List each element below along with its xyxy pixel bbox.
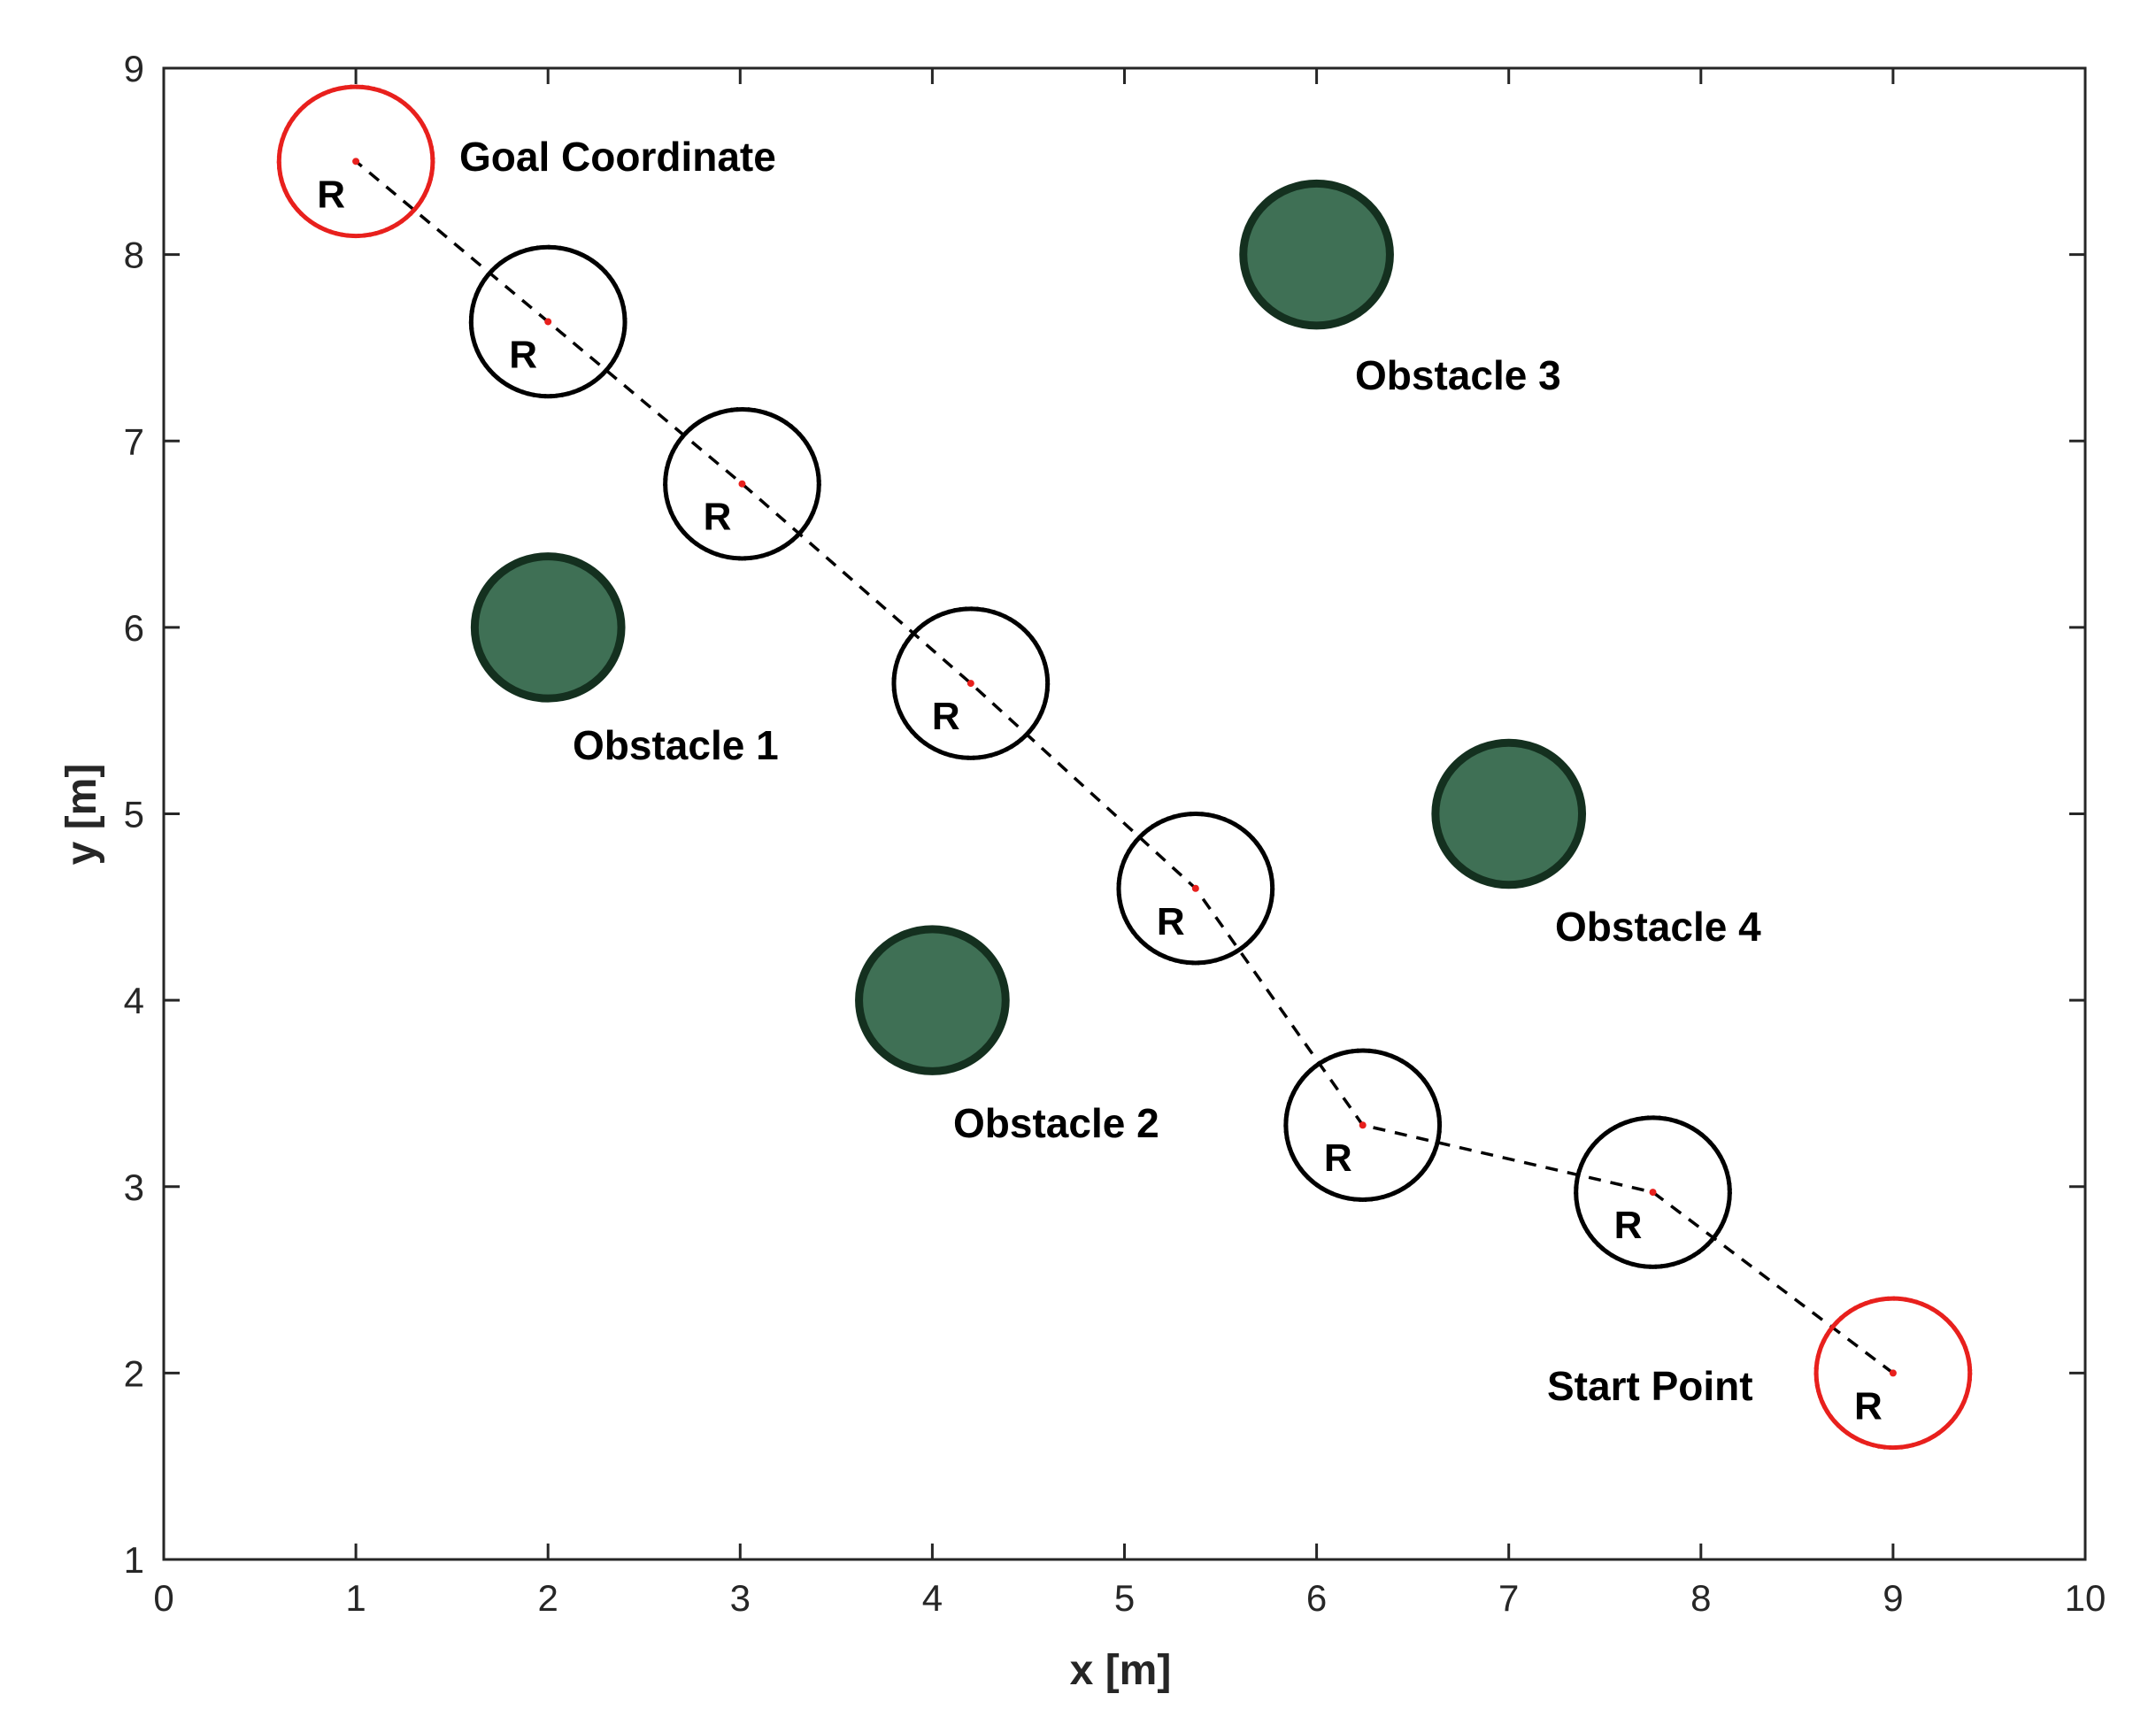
- obstacle-4: [1431, 738, 1587, 889]
- robot-ring-dots: [1116, 812, 1275, 966]
- annotation-labels-layer: Goal Coordinate Start Point Obstacle 1 O…: [459, 134, 1761, 1409]
- obstacle-1: [470, 552, 626, 703]
- robot-ring-dots: [1574, 1115, 1732, 1269]
- robot-ring-dots: [468, 244, 628, 399]
- obstacle-2: [855, 925, 1010, 1075]
- x-tick-label: 1: [345, 1577, 366, 1619]
- x-tick-label: 2: [538, 1577, 558, 1619]
- robot-label: R: [509, 333, 537, 376]
- obstacles-layer: [470, 179, 1587, 1075]
- robot-positions-layer: R R R R R R R R: [276, 84, 1973, 1451]
- planned-path-line: [354, 159, 1894, 1374]
- robot-label: R: [1157, 900, 1185, 943]
- robot-center-dot: [352, 158, 360, 166]
- robot-start-0: R: [1813, 1296, 1973, 1451]
- robot-ring-dots: [1283, 1048, 1443, 1202]
- start-annotation: Start Point: [1547, 1363, 1753, 1409]
- robot-ring-dots: [276, 84, 435, 239]
- x-tick-label: 5: [1114, 1577, 1135, 1619]
- robot-waypoint-1: R: [1574, 1115, 1732, 1269]
- robot-goal-7: R: [276, 84, 435, 239]
- x-tick-label: 3: [730, 1577, 751, 1619]
- robot-center-dot: [1191, 884, 1199, 892]
- robot-label: R: [704, 496, 732, 539]
- robot-waypoint-2: R: [1283, 1048, 1443, 1202]
- robot-label: R: [1324, 1136, 1352, 1180]
- robot-label: R: [1854, 1384, 1883, 1428]
- robot-center-dot: [544, 318, 552, 326]
- obstacle-1-label: Obstacle 1: [573, 722, 779, 768]
- x-tick-label: 8: [1690, 1577, 1711, 1619]
- robot-waypoint-4: R: [891, 606, 1051, 760]
- robot-waypoint-5: R: [663, 406, 821, 561]
- robot-center-dot: [1889, 1369, 1897, 1377]
- goal-annotation: Goal Coordinate: [459, 134, 776, 180]
- y-tick-label: 2: [124, 1352, 144, 1394]
- y-tick-label: 8: [124, 235, 144, 276]
- plot-area: [162, 66, 2087, 1561]
- robot-label: R: [317, 173, 345, 216]
- robot-waypoint-6: R: [468, 244, 628, 399]
- x-tick-label: 7: [1498, 1577, 1519, 1619]
- y-axis-label: y [m]: [58, 764, 105, 866]
- obstacle-4-label: Obstacle 4: [1555, 904, 1761, 950]
- obstacle-2-label: Obstacle 2: [953, 1100, 1159, 1146]
- x-tick-label: 6: [1306, 1577, 1327, 1619]
- obstacle-3: [1239, 179, 1394, 330]
- x-axis-label: x [m]: [1070, 1647, 1172, 1694]
- y-tick-label: 1: [124, 1539, 144, 1581]
- robot-ring-dots: [663, 406, 821, 561]
- y-tick-label: 7: [124, 420, 144, 462]
- y-tick-label: 6: [124, 607, 144, 649]
- y-tick-label: 3: [124, 1166, 144, 1208]
- robot-center-dot: [966, 680, 974, 688]
- robot-ring-dots: [1813, 1296, 1973, 1451]
- x-tick-label: 4: [922, 1577, 943, 1619]
- robot-label: R: [1614, 1204, 1643, 1247]
- y-tick-label: 4: [124, 980, 144, 1021]
- x-tick-label: 0: [153, 1577, 173, 1619]
- y-tick-label: 5: [124, 794, 144, 835]
- obstacle-3-label: Obstacle 3: [1355, 352, 1561, 398]
- axis-ticks: [162, 66, 2087, 1561]
- robot-ring-dots: [891, 606, 1051, 760]
- robot-center-dot: [738, 480, 746, 488]
- x-tick-label: 9: [1883, 1577, 1903, 1619]
- x-tick-label: 10: [2065, 1577, 2106, 1619]
- robot-center-dot: [1649, 1189, 1657, 1197]
- robot-waypoint-3: R: [1116, 812, 1275, 966]
- robot-label: R: [932, 695, 960, 738]
- robot-center-dot: [1359, 1121, 1367, 1129]
- y-tick-label: 9: [124, 48, 144, 89]
